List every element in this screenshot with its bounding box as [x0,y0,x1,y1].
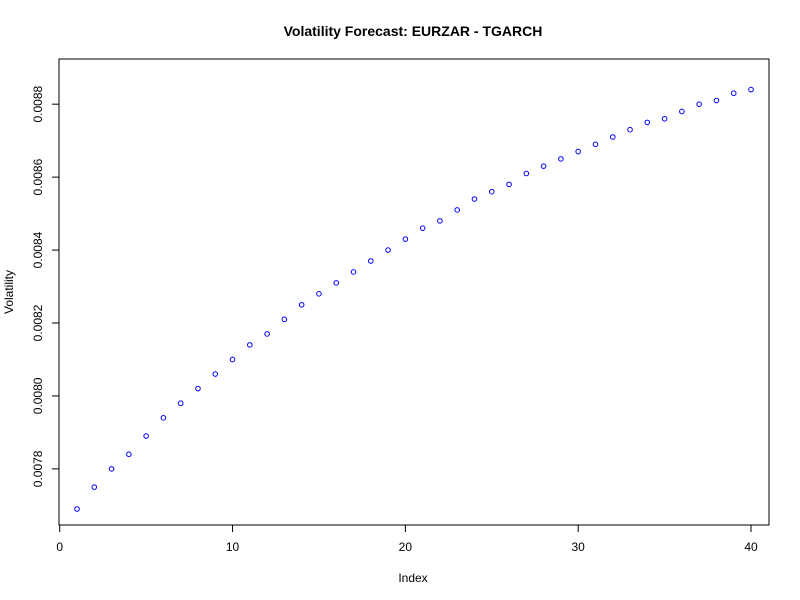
data-point [748,86,754,93]
data-point [609,134,616,140]
x-tick-label: 30 [571,540,585,554]
plot-frame [58,58,770,526]
data-point [523,170,530,177]
x-tick-label: 40 [744,540,758,554]
data-point [402,236,409,242]
data-point [454,207,461,213]
data-point [316,291,322,297]
data-point [437,218,443,224]
y-tick-label: 0.0088 [31,85,45,122]
data-point [661,115,668,122]
data-point [471,196,478,202]
y-axis-label: Volatility [2,270,16,314]
data-point [177,400,184,407]
chart-title: Volatility Forecast: EURZAR - TGARCH [284,23,543,39]
data-point [350,269,357,275]
data-point [126,451,132,458]
data-point [558,156,564,162]
data-point [506,181,512,188]
data-point [212,371,219,377]
data-point [108,466,115,472]
data-point [74,506,80,512]
x-axis-label: Index [398,571,427,585]
data-point [367,258,374,264]
data-point [713,97,720,104]
y-tick-label: 0.0086 [31,158,45,195]
data-point [333,280,340,286]
data-point [679,108,685,115]
y-tick-label: 0.0080 [31,377,45,414]
data-point [627,126,633,133]
data-point [575,148,581,155]
data-point [229,356,236,363]
data-point [488,188,495,195]
y-tick-label: 0.0084 [31,231,45,268]
data-point [298,301,305,308]
x-tick-label: 20 [399,540,413,554]
data-point [264,331,270,337]
data-point [644,119,651,126]
data-point [195,385,201,392]
data-points [74,86,754,512]
data-point [91,484,98,490]
data-point [143,433,149,439]
data-point [730,90,737,97]
data-point [160,415,167,421]
data-point [592,141,599,148]
data-point [419,225,426,231]
data-point [385,247,391,253]
data-point [696,101,702,107]
y-tick-label: 0.0082 [31,304,45,341]
y-axis: 0.0078 0.0080 0.0082 0.0084 0.0086 0.0088 [31,85,60,487]
data-point [281,316,288,323]
x-tick-label: 10 [226,540,240,554]
x-axis: 0 10 20 30 40 [56,524,758,554]
x-tick-label: 0 [56,540,63,554]
y-tick-label: 0.0078 [31,450,45,487]
data-point [540,163,547,169]
data-point [247,342,253,348]
